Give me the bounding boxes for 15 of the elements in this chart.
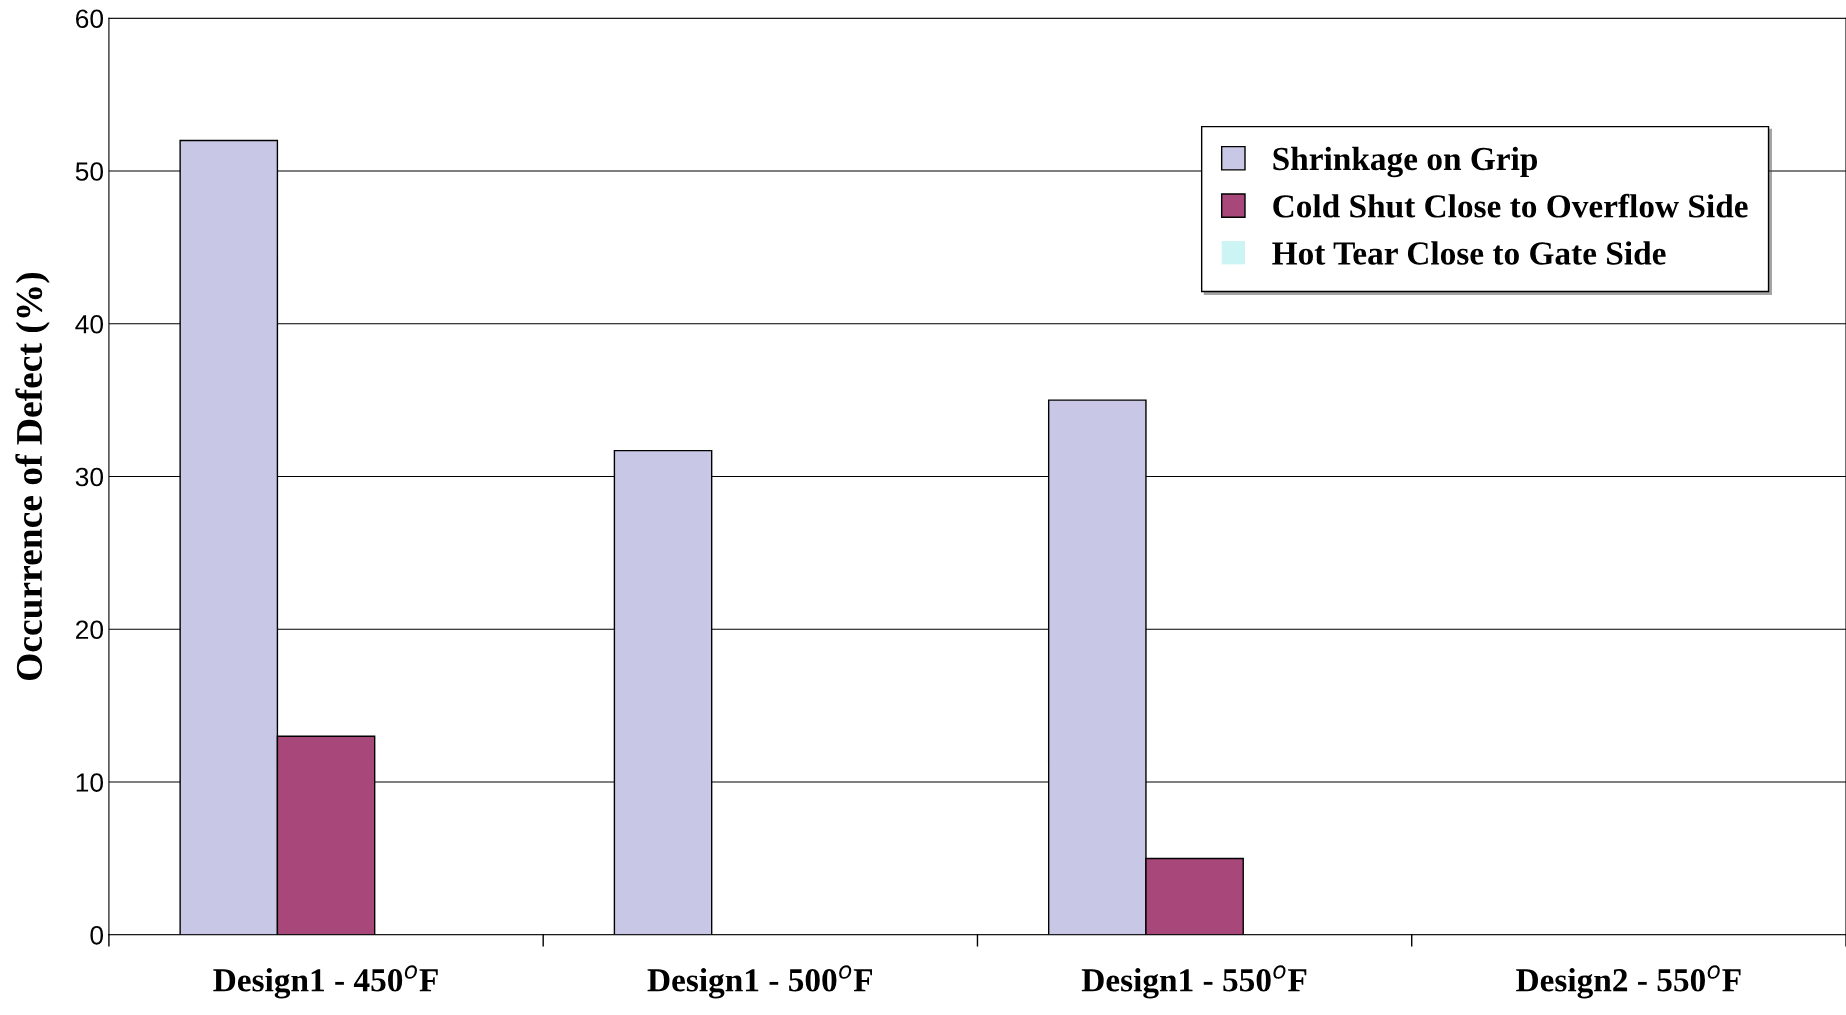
x-tick-label: Design1 - 550$^{o}$F xyxy=(1081,965,1307,999)
x-tick-label: Design2 - 550$^{o}$F xyxy=(1516,965,1741,999)
y-tick-label: 60 xyxy=(76,9,104,29)
legend-label: Cold Shut Close to Overflow Side xyxy=(1273,193,1748,218)
x-tick-label: Design1 - 500$^{o}$F xyxy=(647,965,872,999)
y-tick-label: 10 xyxy=(76,773,104,792)
y-tick-label: 50 xyxy=(75,162,104,181)
y-tick-label: 40 xyxy=(75,314,104,334)
y-tick-label: 0 xyxy=(90,925,104,945)
legend-label: Shrinkage on Grip xyxy=(1273,146,1538,178)
legend-label: Hot Tear Close to Gate Side xyxy=(1272,241,1666,265)
x-tick-label: Design1 - 450$^{o}$F xyxy=(213,965,438,999)
y-tick-label: 20 xyxy=(76,620,104,640)
y-tick-label: 30 xyxy=(75,467,104,487)
y-axis-title: Occurrence of Defect (%) xyxy=(15,272,50,680)
